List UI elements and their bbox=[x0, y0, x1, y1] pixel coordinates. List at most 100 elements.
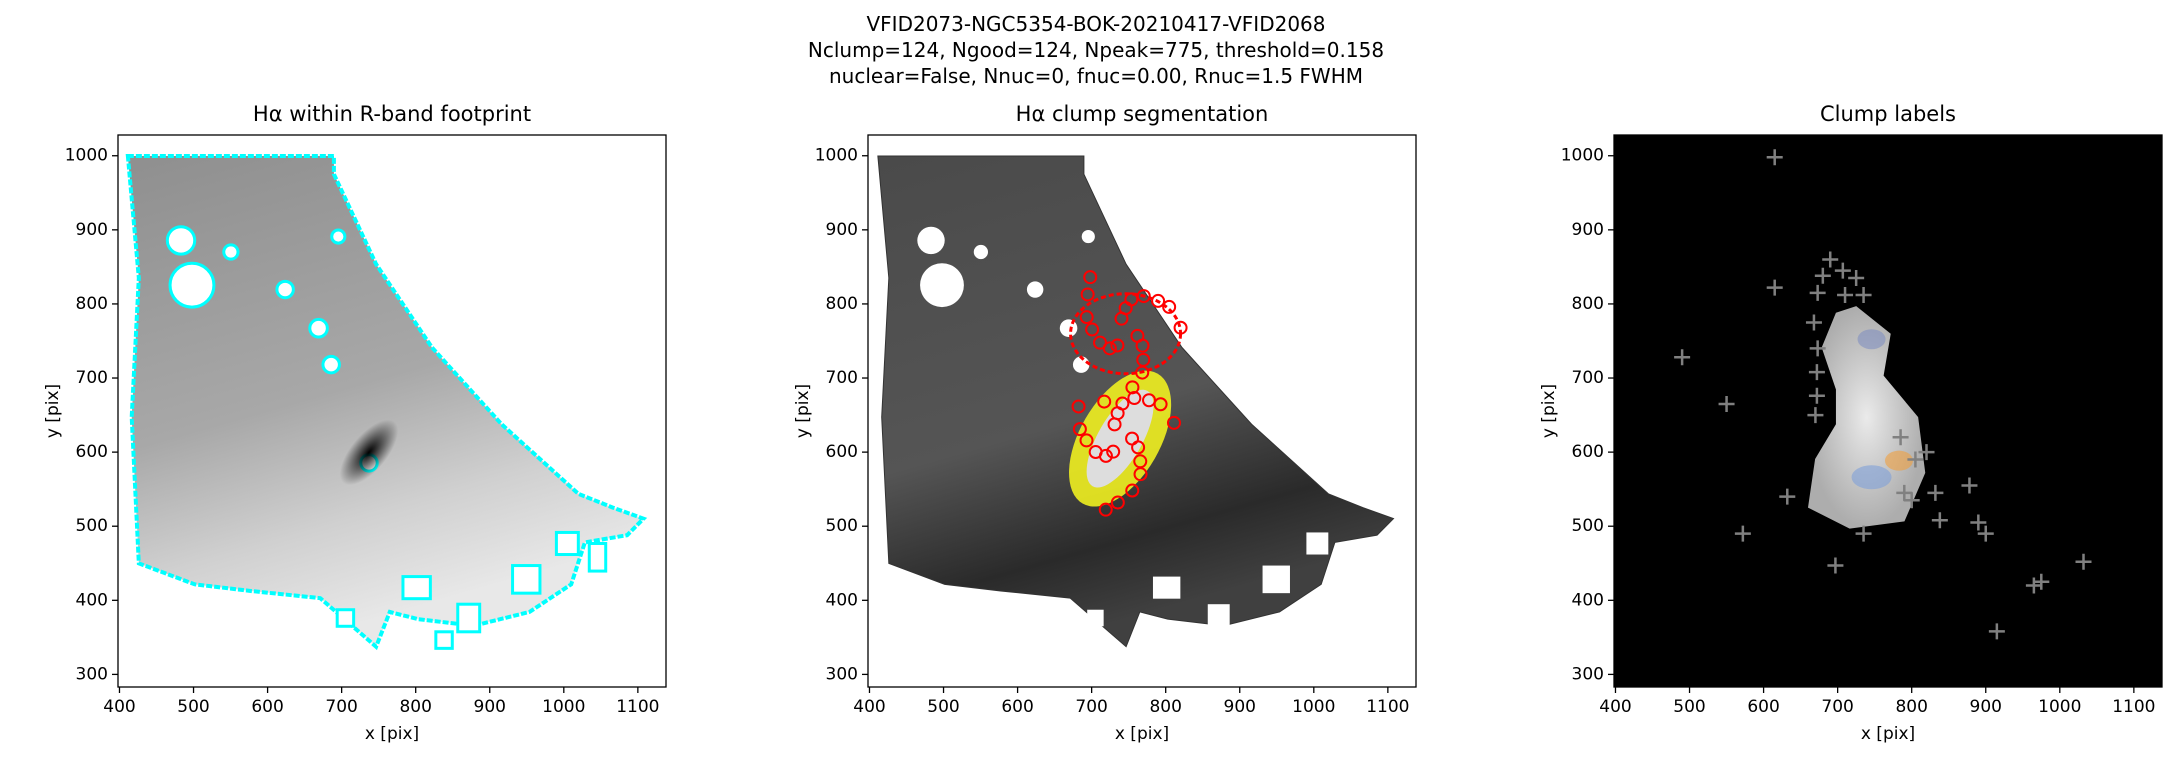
x-tick-label: 400 bbox=[1599, 697, 1631, 717]
mask-hole bbox=[434, 630, 454, 650]
clump-point bbox=[1834, 262, 1851, 279]
clump-marker bbox=[1072, 422, 1087, 437]
clump-point bbox=[1848, 270, 1865, 287]
y-tick-label: 300 bbox=[826, 664, 858, 684]
y-tick-label: 300 bbox=[1572, 664, 1604, 684]
clump-marker bbox=[1151, 293, 1166, 308]
mask-hole bbox=[1207, 604, 1230, 632]
y-tick-label: 1000 bbox=[65, 146, 108, 166]
y-tick-label: 400 bbox=[1572, 590, 1604, 610]
y-tick-label: 700 bbox=[1572, 368, 1604, 388]
clump-marker bbox=[1131, 440, 1146, 455]
y-tick-label: 600 bbox=[826, 442, 858, 462]
mask-hole bbox=[1081, 229, 1095, 244]
x-tick-label: 900 bbox=[1970, 697, 2002, 717]
clump-point bbox=[1837, 287, 1854, 304]
y-tick-label: 600 bbox=[76, 442, 108, 462]
clump-point bbox=[1961, 477, 1978, 494]
x-tick-label: 1000 bbox=[542, 697, 585, 717]
clump-point bbox=[1766, 279, 1783, 296]
clump-marker bbox=[1136, 289, 1151, 304]
clump-marker bbox=[1133, 454, 1148, 469]
mask-hole bbox=[222, 243, 240, 261]
x-axis-label: x [pix] bbox=[1115, 724, 1169, 744]
clump-point bbox=[2075, 553, 2092, 570]
y-tick-label: 900 bbox=[826, 220, 858, 240]
clump-marker bbox=[1083, 270, 1098, 285]
y-tick-label: 800 bbox=[1572, 294, 1604, 314]
image-blob bbox=[1851, 465, 1892, 490]
y-tick-label: 800 bbox=[826, 294, 858, 314]
x-tick-label: 600 bbox=[1747, 697, 1779, 717]
mask-hole bbox=[456, 602, 482, 634]
figure-title: nuclear=False, Nnuc=0, fnuc=0.00, Rnuc=1… bbox=[829, 64, 1363, 88]
clump-marker bbox=[1088, 445, 1103, 460]
figure-title: VFID2073-NGC5354-BOK-20210417-VFID2068 bbox=[867, 12, 1326, 36]
y-tick-label: 500 bbox=[826, 516, 858, 536]
x-tick-label: 900 bbox=[474, 697, 506, 717]
axes: 400 500 600 700 800 900 1000 1100 300 400 500 600 70… bbox=[43, 102, 667, 744]
x-axis-label: x [pix] bbox=[365, 724, 419, 744]
y-axis-label: y [pix] bbox=[43, 384, 63, 438]
clump-marker bbox=[1110, 338, 1125, 353]
y-tick-label: 1000 bbox=[1561, 146, 1604, 166]
clump-point bbox=[1907, 451, 1924, 468]
mask-hole bbox=[917, 226, 945, 255]
mask-hole bbox=[330, 228, 347, 245]
mask-hole bbox=[1087, 609, 1104, 627]
y-tick-label: 700 bbox=[826, 368, 858, 388]
x-tick-label: 700 bbox=[325, 697, 357, 717]
y-tick-label: 300 bbox=[76, 664, 108, 684]
plot-area bbox=[125, 153, 648, 651]
axes-frame bbox=[867, 134, 1417, 688]
mask-hole bbox=[554, 530, 580, 557]
clump-point bbox=[1855, 525, 1872, 542]
clump-point bbox=[1827, 557, 1844, 574]
clump-point bbox=[1896, 484, 1913, 501]
clump-marker bbox=[1125, 483, 1140, 498]
x-tick-label: 1100 bbox=[1366, 697, 1409, 717]
axes-frame bbox=[117, 134, 667, 688]
plot-area bbox=[1614, 135, 2162, 687]
clump-point bbox=[1822, 251, 1839, 268]
mask-hole bbox=[321, 354, 341, 375]
x-tick-label: 500 bbox=[927, 697, 959, 717]
axes: 400 500 600 700 800 900 1000 1100 300 400 500 600 70… bbox=[1539, 102, 2163, 744]
clump-point bbox=[1903, 492, 1920, 509]
x-tick-label: 800 bbox=[399, 697, 431, 717]
clump-marker bbox=[1097, 394, 1112, 409]
x-tick-label: 1000 bbox=[2038, 697, 2081, 717]
y-axis-label: y [pix] bbox=[793, 384, 813, 438]
mask-hole bbox=[1262, 565, 1290, 594]
axes-title: Hα within R-band footprint bbox=[253, 102, 531, 126]
clump-point bbox=[1814, 267, 1831, 284]
clump-point bbox=[1809, 340, 1826, 357]
x-tick-label: 500 bbox=[1673, 697, 1705, 717]
clump-marker bbox=[1125, 380, 1140, 395]
y-tick-label: 500 bbox=[1572, 516, 1604, 536]
x-tick-label: 700 bbox=[1075, 697, 1107, 717]
clump-point bbox=[2025, 577, 2042, 594]
mask-hole bbox=[165, 225, 197, 256]
mask-hole bbox=[275, 279, 295, 300]
x-tick-label: 800 bbox=[1149, 697, 1181, 717]
mask-hole bbox=[511, 564, 542, 595]
plot-area bbox=[877, 155, 1395, 649]
clump-point bbox=[1931, 512, 1948, 529]
clump-point bbox=[2033, 573, 2050, 590]
axes-title: Hα clump segmentation bbox=[1016, 102, 1269, 126]
x-tick-label: 600 bbox=[251, 697, 283, 717]
x-axis-label: x [pix] bbox=[1861, 724, 1915, 744]
clump-marker bbox=[1080, 287, 1095, 302]
segmentation bbox=[1086, 389, 1154, 488]
clump-point bbox=[1766, 149, 1783, 166]
clump-point bbox=[1808, 364, 1825, 381]
x-tick-label: 700 bbox=[1821, 697, 1853, 717]
mask-hole bbox=[587, 541, 608, 573]
x-tick-label: 900 bbox=[1224, 697, 1256, 717]
clump-point bbox=[1807, 407, 1824, 424]
y-tick-label: 800 bbox=[76, 294, 108, 314]
mask-hole bbox=[335, 608, 356, 628]
mask-hole bbox=[920, 263, 964, 308]
clump-point bbox=[1718, 395, 1735, 412]
